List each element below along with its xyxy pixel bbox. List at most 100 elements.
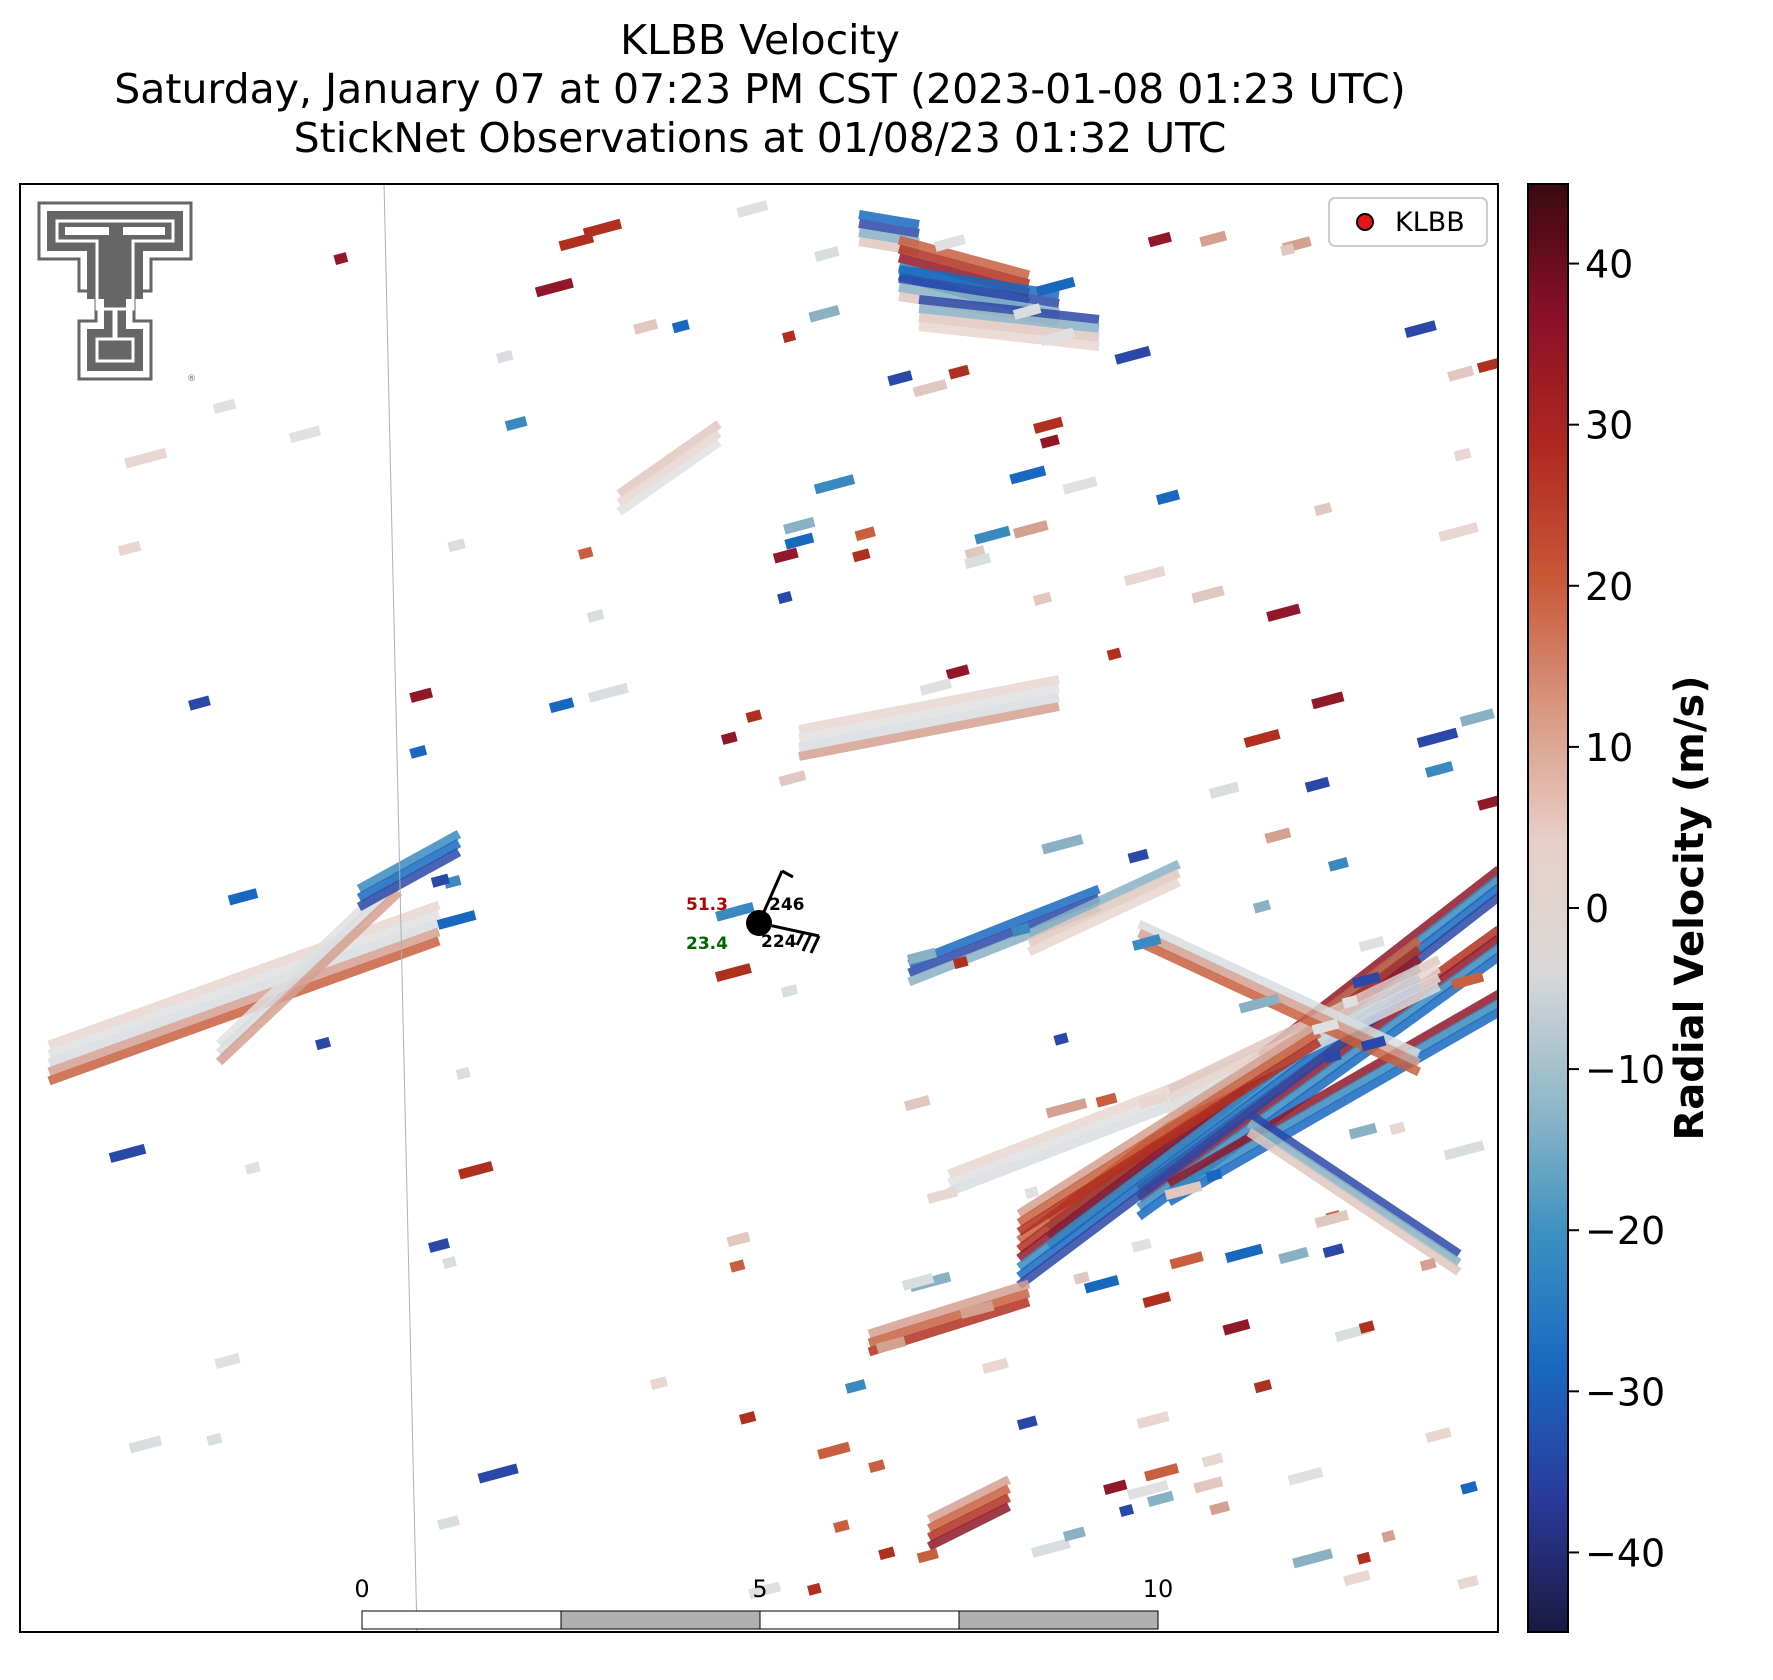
- radar-echo-gate: [1278, 1246, 1309, 1265]
- radar-echo-gate: [903, 1095, 931, 1112]
- radar-echo-gate: [1438, 522, 1479, 542]
- radar-echo-gate: [1062, 476, 1098, 495]
- radar-echo-gate: [1424, 761, 1454, 778]
- radar-echo-strip: [47, 927, 441, 1077]
- radar-echo-strip: [215, 879, 403, 1057]
- radar-echo-gate: [1039, 434, 1060, 449]
- radar-echo-gate: [477, 1463, 519, 1484]
- radar-echo-gate: [833, 1519, 850, 1534]
- colorbar-gradient: [1527, 183, 1569, 1633]
- radar-echo-strip: [47, 918, 441, 1068]
- radar-echo-gate: [1041, 834, 1084, 855]
- radar-echo-strip: [898, 265, 1060, 299]
- radar-echo-gate: [1155, 489, 1181, 505]
- radar-echo-gate: [1209, 1500, 1231, 1516]
- radar-echo-gate: [1266, 603, 1301, 622]
- radar-echo-strip: [1246, 1119, 1462, 1267]
- radar-echo-gate: [748, 1581, 782, 1600]
- radar-echo-gate: [807, 1582, 822, 1596]
- station-marker-icon: [746, 910, 772, 936]
- colorbar-tick-label: 30: [1585, 404, 1633, 448]
- radar-echo-gate: [1457, 1574, 1479, 1590]
- radar-echo-strip: [907, 884, 1101, 969]
- radar-echo-gate: [333, 252, 349, 266]
- radar-echo-gate: [1032, 591, 1053, 606]
- radar-echo-strip: [616, 438, 722, 516]
- colorbar-ticks: 40 30 20 10 0 −10 −20 −30 −40: [1568, 243, 1665, 1575]
- radar-echo-gate: [1252, 899, 1271, 914]
- radar-echo-gate: [926, 1186, 958, 1204]
- radar-echo-gate: [214, 1352, 241, 1369]
- radar-echo-gate: [959, 1300, 995, 1319]
- radar-echo-gate: [1453, 447, 1472, 462]
- radar-echo-gate: [1131, 1238, 1152, 1253]
- radar-echo-gate: [1053, 1032, 1069, 1046]
- radar-echo-gate: [777, 591, 793, 605]
- radar-echo-gate: [442, 1256, 457, 1270]
- radar-echo-gate: [1012, 303, 1042, 320]
- radar-echo-gate: [934, 234, 966, 252]
- scale-label-0: 0: [354, 1575, 369, 1603]
- radar-echo-strip: [356, 830, 462, 893]
- observation-time: StickNet Observations at 01/08/23 01:32 …: [293, 114, 1227, 162]
- colorbar-tick-label: 40: [1585, 243, 1633, 287]
- radar-echo-strip: [1137, 919, 1421, 1059]
- colorbar-label: Radial Velocity (m/s): [1667, 675, 1713, 1141]
- legend-label: KLBB: [1395, 207, 1465, 238]
- radar-echo-gate: [108, 1143, 147, 1163]
- radar-echo-gate: [1009, 465, 1047, 485]
- radar-echo-strip: [1166, 999, 1499, 1197]
- radar-echo-gate: [1146, 1490, 1175, 1508]
- radar-echo-gate: [577, 546, 594, 560]
- radar-echo-strip: [858, 210, 920, 229]
- radar-echo-gate: [430, 873, 450, 888]
- radar-echo-gate: [212, 398, 237, 415]
- radar-echo-gate: [1013, 520, 1049, 539]
- radar-echo-gate: [671, 319, 690, 334]
- station-temperature: 51.3: [686, 895, 728, 915]
- radar-echo-gate: [739, 1411, 757, 1425]
- plot-frame: [19, 183, 1499, 1633]
- radar-echo-gate: [409, 744, 428, 759]
- radar-echo-strip: [898, 274, 1060, 308]
- radar-echo-strip: [897, 235, 1031, 280]
- radar-echo-gate: [447, 538, 466, 553]
- radar-echo-gate: [726, 1231, 751, 1248]
- colorbar: 40 30 20 10 0 −10 −20 −30 −40: [1527, 183, 1665, 1633]
- radar-echo-gate: [1460, 1480, 1478, 1495]
- scale-bar: 0 5 10 km: [354, 1575, 1173, 1630]
- radar-echo-gate: [1016, 1415, 1038, 1431]
- radar-echo-strip: [798, 684, 1060, 743]
- radar-echo-strip: [798, 693, 1060, 752]
- radar-echo-gate: [1451, 971, 1485, 990]
- radar-echo-strip: [47, 936, 441, 1086]
- radar-echo-gate: [1322, 1243, 1345, 1259]
- radar-echo-gate: [244, 1161, 261, 1175]
- radar-echo-gate: [1010, 922, 1031, 937]
- radar-echo-gate: [1222, 1319, 1251, 1336]
- station-id: 224: [761, 932, 797, 952]
- radar-echo-gate: [206, 1432, 223, 1447]
- radar-echo-strip: [1016, 1038, 1322, 1236]
- radar-echo-gate: [852, 548, 871, 563]
- station-dewpoint: 23.4: [686, 934, 728, 954]
- colorbar-tick-label: 20: [1585, 565, 1633, 609]
- radar-echo-strip: [918, 304, 1100, 333]
- radar-echo-gate: [974, 525, 1011, 545]
- radar-echo-gate: [745, 709, 763, 723]
- radar-echo-gate: [1311, 691, 1345, 710]
- radar-echo-gate: [1311, 1018, 1340, 1036]
- radar-echo-strip: [356, 848, 462, 911]
- radar-echo-gate: [1343, 1569, 1371, 1587]
- radar-echo-gate: [1425, 1426, 1452, 1444]
- radar-echo-gate: [1381, 1529, 1396, 1543]
- radar-echo-strip: [897, 244, 1031, 289]
- radar-echo-gate: [1447, 365, 1475, 382]
- radar-echo-gate: [1348, 1122, 1378, 1140]
- radar-echo-gate: [1169, 1251, 1204, 1270]
- radar-echo-gate: [1351, 971, 1381, 989]
- radar-echo-gate: [729, 1259, 746, 1273]
- radar-echo-gate: [1199, 230, 1228, 248]
- radar-echo-gate: [1126, 1479, 1169, 1501]
- radar-echo-gate: [1404, 320, 1437, 338]
